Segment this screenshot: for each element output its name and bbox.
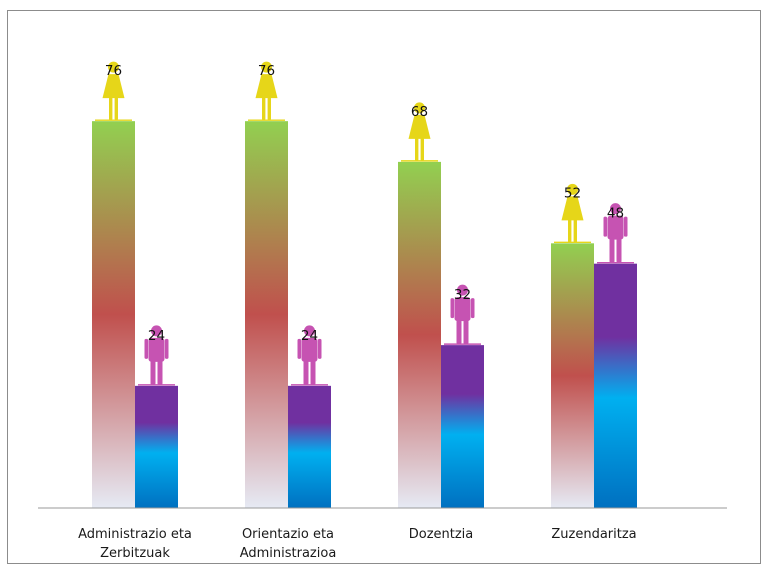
value-label-male-0: 24 — [148, 328, 165, 344]
category-label-3: Zuzendaritza — [551, 527, 636, 542]
female-figure-icon-3 — [561, 183, 584, 243]
male-figure-icon-1 — [297, 325, 322, 385]
value-label-female-1: 76 — [258, 63, 275, 79]
bar-male-3 — [594, 263, 637, 508]
bar-male-0 — [135, 385, 178, 508]
bar-female-0 — [92, 121, 135, 508]
value-label-male-1: 24 — [301, 328, 318, 344]
bar-female-2 — [398, 161, 441, 508]
bar-female-3 — [551, 243, 594, 508]
value-label-female-0: 76 — [105, 63, 122, 79]
category-label-1: Orientazio eta Administrazioa — [240, 527, 337, 561]
category-label-0: Administrazio eta Zerbitzuak — [78, 527, 192, 561]
chart-frame: 76 24 Administrazio eta Zerbitzuak 76 24 Orien… — [7, 10, 761, 564]
bar-female-1 — [245, 121, 288, 508]
male-figure-icon-0 — [144, 325, 169, 385]
value-label-female-3: 52 — [564, 185, 581, 201]
value-label-female-2: 68 — [411, 104, 428, 120]
male-figure-icon-3 — [603, 203, 628, 263]
category-label-2: Dozentzia — [409, 527, 474, 542]
value-label-male-3: 48 — [607, 206, 624, 222]
male-figure-icon-2 — [450, 284, 475, 345]
bar-male-2 — [441, 345, 484, 508]
female-figure-icon-1 — [255, 61, 278, 121]
bar-male-1 — [288, 385, 331, 508]
value-label-male-2: 32 — [454, 287, 471, 303]
female-figure-icon-2 — [408, 102, 431, 161]
bar-chart: 76 24 Administrazio eta Zerbitzuak 76 24 Orien… — [38, 61, 727, 561]
female-figure-icon-0 — [102, 61, 125, 121]
